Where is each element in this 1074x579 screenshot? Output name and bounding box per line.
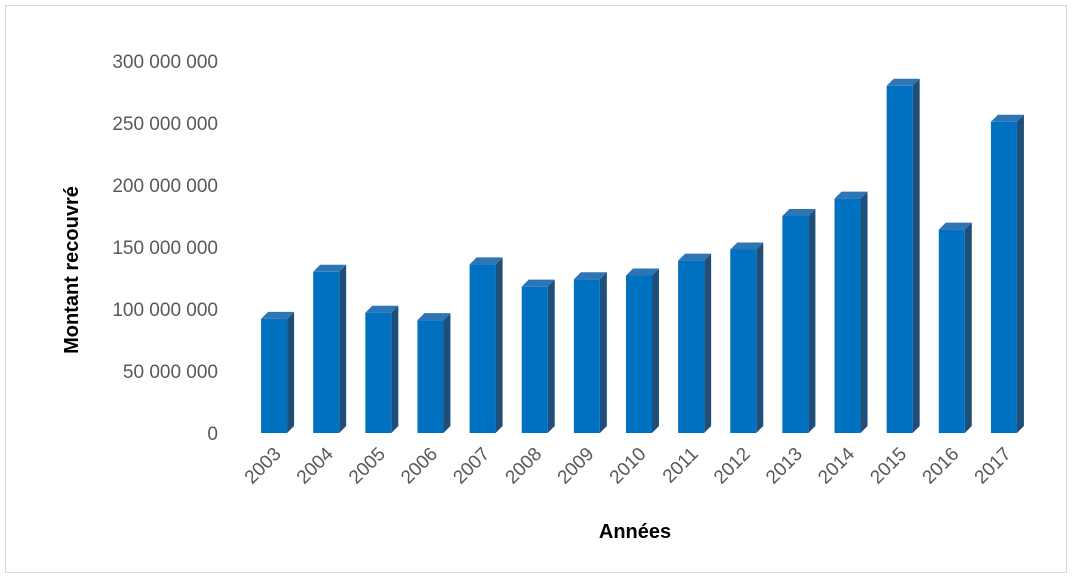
bar-2010: [626, 268, 659, 433]
bar-side: [756, 242, 764, 433]
bar-top: [886, 78, 920, 86]
y-tick-label: 50 000 000: [123, 362, 218, 383]
bar-front: [417, 320, 444, 433]
bar-side: [391, 305, 399, 433]
y-tick-label: 300 000 000: [112, 52, 218, 73]
x-tick-label: 2009: [554, 444, 599, 489]
x-tick-label: 2003: [241, 444, 286, 489]
bar-2012: [730, 242, 764, 433]
x-tick-label: 2013: [762, 444, 807, 489]
y-tick-label: 150 000 000: [112, 238, 218, 259]
x-tick-label: 2010: [606, 444, 651, 489]
bar-front: [782, 216, 809, 433]
bar-2003: [261, 311, 295, 433]
bar-2004: [313, 264, 347, 433]
bar-top: [521, 279, 555, 287]
x-tick-label: 2005: [345, 444, 390, 489]
x-tick-label: 2015: [866, 444, 911, 489]
x-tick-label: 2004: [293, 443, 338, 488]
bar-side: [652, 268, 659, 433]
x-tick-label: 2006: [397, 444, 442, 489]
y-tick-label: 0: [207, 424, 218, 445]
bar-front: [521, 286, 548, 433]
y-tick-label: 100 000 000: [112, 300, 218, 321]
y-axis-title: Montant recouvré: [61, 186, 83, 354]
bar-2011: [678, 253, 712, 433]
bar-side: [495, 257, 503, 433]
bar-2015: [886, 78, 920, 434]
bar-top: [990, 114, 1024, 122]
bar-2009: [573, 272, 607, 433]
bar-front: [469, 264, 496, 433]
bar-front: [365, 312, 392, 433]
x-tick-label: 2016: [919, 444, 964, 489]
bar-side: [339, 264, 347, 433]
bar-2008: [521, 279, 555, 433]
bar-top: [573, 272, 607, 280]
x-axis-title: Années: [599, 521, 671, 543]
bar-top: [261, 311, 295, 319]
bar-top: [678, 253, 712, 261]
x-tick-label: 2012: [710, 444, 755, 489]
bar-top: [313, 264, 347, 272]
bar-front: [834, 198, 861, 433]
bar-front: [678, 260, 705, 433]
bar-front: [313, 271, 340, 433]
bar-front: [573, 279, 600, 433]
bar-side: [912, 78, 920, 434]
bar-2016: [938, 222, 972, 433]
bars: [261, 78, 1024, 434]
bar-2014: [834, 191, 868, 433]
x-axis-ticks: 2003 2004 2005 2006 2007 2008 2009 2010 2011 2012…: [241, 443, 1016, 488]
bar-side: [1016, 114, 1024, 433]
y-tick-label: 250 000 000: [112, 114, 218, 135]
bar-front: [938, 229, 965, 433]
bar-2017: [990, 114, 1024, 433]
bar-side: [860, 191, 868, 433]
bar-top: [417, 313, 451, 321]
bar-front: [886, 85, 913, 434]
bar-top: [730, 242, 764, 250]
bar-front: [990, 121, 1017, 433]
x-tick-label: 2017: [971, 444, 1016, 489]
bar-front: [730, 249, 757, 433]
bar-front: [626, 275, 652, 433]
x-tick-label: 2007: [449, 444, 494, 489]
bar-side: [287, 311, 295, 433]
bar-side: [808, 209, 816, 433]
bar-2007: [469, 257, 503, 433]
bar-side: [599, 272, 607, 433]
y-axis-ticks: 0 50 000 000 100 000 000 150 000 000 200 000…: [112, 52, 218, 445]
bar-2005: [365, 305, 399, 433]
bar-top: [782, 209, 816, 216]
x-tick-label: 2008: [502, 444, 547, 489]
x-tick-label: 2011: [659, 444, 703, 488]
x-tick-label: 2014: [814, 443, 859, 488]
bar-side: [964, 222, 972, 433]
bar-top: [365, 305, 399, 313]
bar-top: [834, 191, 868, 199]
bar-side: [547, 279, 555, 433]
bar-top: [469, 257, 503, 265]
bar-side: [704, 253, 712, 433]
bar-2006: [417, 313, 451, 433]
bar-front: [261, 318, 288, 433]
bar-2013: [782, 209, 816, 433]
bar-side: [443, 313, 451, 433]
bar-top: [626, 268, 659, 276]
bar-top: [938, 222, 972, 230]
y-tick-label: 200 000 000: [112, 176, 218, 197]
